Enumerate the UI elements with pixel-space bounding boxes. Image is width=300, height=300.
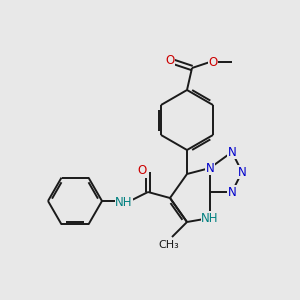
Text: N: N (228, 146, 236, 158)
Text: NH: NH (201, 212, 219, 224)
Text: O: O (165, 53, 175, 67)
Text: CH₃: CH₃ (159, 240, 179, 250)
Text: O: O (137, 164, 147, 178)
Text: N: N (228, 185, 236, 199)
Text: N: N (238, 166, 246, 178)
Text: O: O (208, 56, 217, 68)
Text: N: N (206, 161, 214, 175)
Text: NH: NH (115, 196, 133, 209)
